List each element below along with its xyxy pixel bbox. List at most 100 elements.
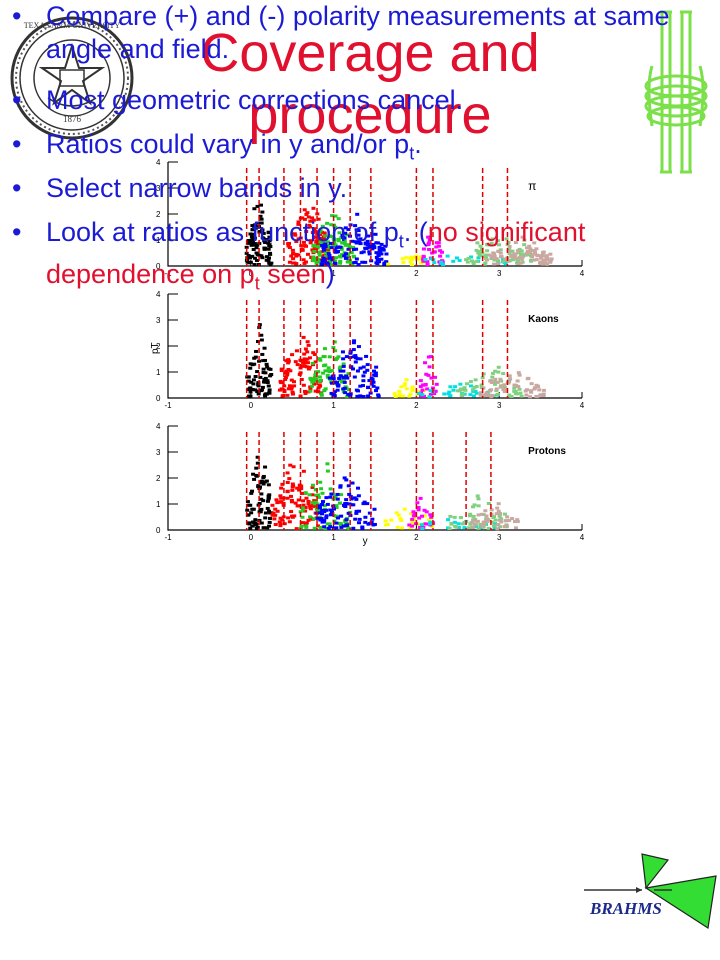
scatter-point <box>302 352 307 356</box>
scatter-point <box>356 486 361 490</box>
scatter-point <box>257 359 262 363</box>
scatter-point <box>354 241 359 245</box>
scatter-point <box>512 389 517 393</box>
scatter-point <box>419 523 424 527</box>
scatter-point <box>377 260 382 264</box>
scatter-point <box>299 484 304 488</box>
scatter-point <box>338 261 343 265</box>
scatter-point <box>352 339 357 343</box>
scatter-point <box>348 351 353 355</box>
scatter-point <box>336 383 341 387</box>
scatter-point <box>256 392 261 396</box>
scatter-point <box>263 371 268 375</box>
scatter-point <box>341 375 346 379</box>
scatter-point <box>365 368 370 372</box>
scatter-point <box>515 392 520 396</box>
scatter-point <box>300 360 305 364</box>
scatter-point <box>329 391 334 395</box>
scatter-point <box>260 210 265 214</box>
scatter-point <box>418 496 423 500</box>
scatter-point <box>539 393 544 397</box>
scatter-point <box>383 244 388 248</box>
scatter-point <box>496 509 501 513</box>
scatter-point <box>332 261 337 265</box>
scatter-point <box>325 262 330 266</box>
bullet-text: t <box>398 231 404 252</box>
scatter-point <box>485 249 490 253</box>
scatter-point <box>343 385 348 389</box>
scatter-point <box>347 388 352 392</box>
scatter-point <box>328 487 333 491</box>
bullet-dot: • <box>12 129 22 159</box>
scatter-point <box>352 496 357 500</box>
scatter-cluster <box>327 339 381 398</box>
scatter-point <box>334 256 339 260</box>
scatter-point <box>293 501 298 505</box>
x-axis-label: y <box>363 536 368 546</box>
scatter-point <box>489 257 494 261</box>
scatter-point <box>507 244 512 248</box>
scatter-point <box>509 254 514 258</box>
scatter-point <box>469 255 474 259</box>
scatter-point <box>339 253 344 257</box>
scatter-point <box>329 256 334 260</box>
scatter-point <box>478 244 483 248</box>
scatter-point <box>346 247 351 251</box>
scatter-point <box>333 358 338 362</box>
scatter-point <box>264 479 269 483</box>
scatter-point <box>493 377 498 381</box>
scatter-point <box>267 239 272 243</box>
scatter-point <box>329 492 334 496</box>
scatter-point <box>476 497 481 501</box>
scatter-point <box>472 503 477 507</box>
scatter-point <box>367 379 372 383</box>
scatter-point <box>471 526 476 530</box>
scatter-point <box>397 389 402 393</box>
x-tick-label: -1 <box>164 401 172 410</box>
scatter-point <box>331 377 336 381</box>
scatter-point <box>478 391 483 395</box>
scatter-point <box>483 394 488 398</box>
university-seal-icon: TEXAS A&M UNIVERSITY 1876 <box>10 16 134 140</box>
seal-ring-text: TEXAS A&M UNIVERSITY <box>24 21 121 30</box>
scatter-point <box>473 378 478 382</box>
scatter-point <box>354 228 359 232</box>
scatter-point <box>335 497 340 501</box>
scatter-point <box>402 507 407 511</box>
scatter-point <box>501 384 506 388</box>
scatter-point <box>515 259 520 263</box>
scatter-point <box>332 259 337 263</box>
scatter-point <box>292 261 297 265</box>
scatter-point <box>314 377 319 381</box>
scatter-point <box>490 237 495 241</box>
scatter-point <box>259 479 264 483</box>
scatter-point <box>361 365 366 369</box>
scatter-point <box>528 258 533 262</box>
scatter-point <box>261 231 266 235</box>
scatter-point <box>524 252 529 256</box>
scatter-point <box>470 520 475 524</box>
scatter-point <box>346 484 351 488</box>
scatter-cluster <box>245 323 274 398</box>
scatter-point <box>484 514 489 518</box>
scatter-point <box>485 243 490 247</box>
scatter-point <box>322 231 327 235</box>
brahms-logo-text: BRAHMS <box>589 899 662 918</box>
scatter-point <box>325 462 330 466</box>
scatter-point <box>548 252 553 256</box>
scatter-point <box>348 392 353 396</box>
scatter-point <box>250 489 255 493</box>
x-tick-label: 4 <box>580 533 585 542</box>
scatter-point <box>433 389 438 393</box>
scatter-point <box>368 391 373 395</box>
scatter-point <box>270 503 275 507</box>
scatter-point <box>361 394 366 398</box>
scatter-point <box>260 256 265 260</box>
scatter-point <box>318 358 323 362</box>
bullet-text: no significant dependence on p <box>46 217 586 290</box>
scatter-point <box>373 232 378 236</box>
scatter-point <box>457 389 462 393</box>
scatter-point <box>290 390 295 394</box>
